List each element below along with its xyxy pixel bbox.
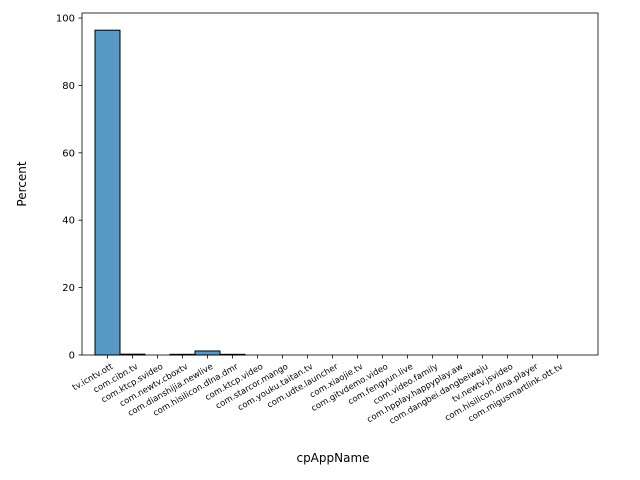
y-axis: 0 20 40 60 80 100 bbox=[56, 14, 82, 362]
y-tick-label-0: 0 bbox=[69, 351, 75, 362]
y-tick-label-4: 80 bbox=[62, 81, 75, 92]
bar-0 bbox=[94, 29, 121, 356]
y-tick-label-1: 20 bbox=[62, 283, 75, 294]
y-axis-title: Percent bbox=[15, 161, 29, 206]
y-tick-label-2: 40 bbox=[62, 216, 75, 227]
y-tick-label-5: 100 bbox=[56, 14, 75, 25]
bar-4 bbox=[194, 350, 221, 356]
y-tick-label-3: 60 bbox=[62, 148, 75, 159]
x-axis-title: cpAppName bbox=[296, 451, 369, 465]
plot-frame bbox=[81, 12, 599, 356]
